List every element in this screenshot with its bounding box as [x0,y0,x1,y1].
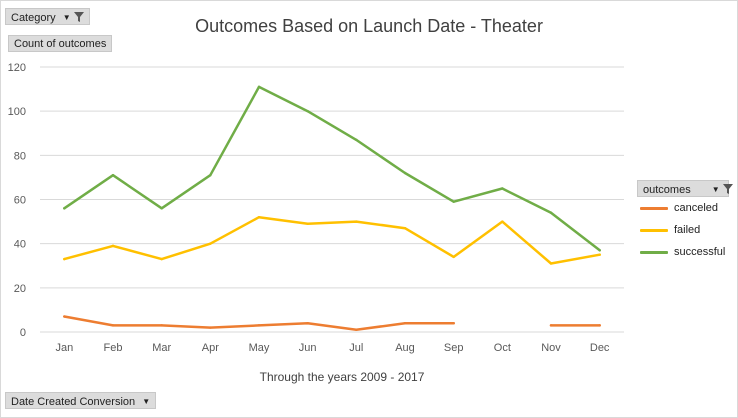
data-point-failed [598,253,601,256]
data-point-failed [63,257,66,261]
legend-label: failed [674,224,701,236]
chevron-down-icon: ▼ [62,13,71,22]
legend-item-successful: successful [640,244,725,260]
filter-icon [73,12,84,22]
y-tick-label: 120 [8,62,26,74]
x-tick-label: Apr [202,342,219,354]
legend-swatch [640,206,668,210]
data-point-successful [160,207,163,210]
data-point-successful [209,174,212,177]
category-filter-button[interactable]: Category ▼ [5,8,90,25]
chevron-down-icon: ▼ [711,185,720,194]
data-point-failed [355,220,358,223]
series-line-canceled [63,315,455,332]
data-point-successful [452,200,455,203]
series-line-failed [63,215,601,265]
data-point-failed [257,215,261,219]
x-tick-label: Nov [541,342,561,354]
data-point-successful [355,138,358,142]
data-point-failed [209,242,212,245]
data-point-successful [63,207,66,210]
data-point-failed [452,255,455,259]
legend-item-canceled: canceled [640,200,718,216]
data-point-failed [403,227,407,230]
data-point-successful [549,211,553,214]
data-point-canceled [63,315,66,318]
outcomes-legend-filter-button[interactable]: outcomes ▼ [637,180,733,197]
data-point-canceled [452,321,455,325]
x-tick-label: Aug [395,342,415,354]
data-point-canceled [306,321,309,325]
data-point-canceled [355,328,358,331]
y-tick-label: 80 [14,150,26,162]
x-tick-label: Jan [55,342,73,354]
x-tick-label: May [249,342,270,354]
chart-title: Outcomes Based on Launch Date - Theater [195,16,543,36]
data-point-canceled [403,321,407,325]
data-point-failed [549,262,553,265]
data-point-failed [306,222,309,225]
y-tick-label: 60 [14,195,26,207]
value-field-label[interactable]: Count of outcomes [8,35,113,52]
outcomes-filter-label: outcomes [643,184,691,196]
data-point-canceled [209,326,212,329]
x-tick-label: Dec [590,342,610,354]
count-of-outcomes-label: Count of outcomes [14,38,107,50]
data-point-failed [111,244,115,248]
x-tick-label: Oct [494,342,511,354]
x-tick-label: Sep [444,342,464,354]
data-point-canceled [111,324,115,327]
series-line-successful [63,85,601,252]
y-tick-label: 20 [14,283,26,295]
x-axis-label: Through the years 2009 - 2017 [259,370,425,384]
legend-item-failed: failed [640,222,700,238]
data-point-canceled [257,324,261,327]
category-filter-label: Category [11,12,56,24]
chevron-down-icon: ▼ [142,397,151,406]
legend-label: canceled [674,202,719,214]
x-tick-label: Feb [104,342,123,354]
x-tick-label: Mar [152,342,171,354]
y-tick-label: 0 [20,327,26,339]
data-point-canceled [160,324,163,327]
x-tick-label: Jun [299,342,317,354]
data-point-canceled [598,324,601,327]
data-point-successful [501,187,504,190]
data-point-failed [160,257,163,261]
data-point-successful [257,85,261,89]
y-tick-label: 40 [14,239,26,251]
date-created-filter-button[interactable]: Date Created Conversion ▼ [5,392,157,409]
data-point-canceled [549,324,553,327]
legend-label: successful [674,246,726,258]
data-point-successful [403,171,407,175]
y-tick-label: 100 [8,106,26,118]
date-filter-label: Date Created Conversion [11,396,136,408]
data-point-successful [306,109,309,113]
legend-swatch [640,250,668,254]
x-tick-label: Jul [349,342,363,354]
filter-icon [722,184,733,194]
data-point-failed [501,220,504,223]
data-point-successful [111,174,115,177]
data-point-successful [598,249,601,252]
legend-swatch [640,228,668,232]
